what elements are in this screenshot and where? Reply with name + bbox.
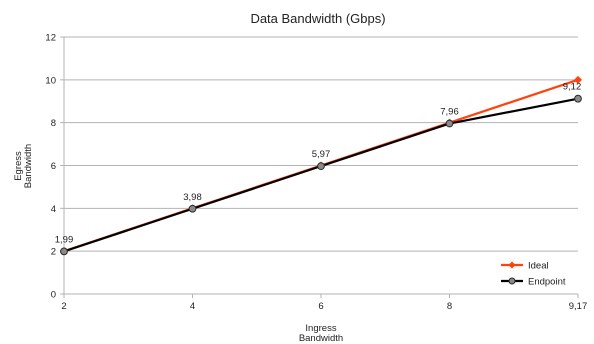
data-point-endpoint bbox=[574, 94, 582, 103]
y-axis-label-line: Bandwidth bbox=[23, 144, 34, 188]
data-label: 9,12 bbox=[563, 82, 582, 93]
y-axis-label: Egress Bandwidth bbox=[13, 144, 34, 188]
series-line-endpoint bbox=[63, 97, 579, 253]
y-axis-label-line: Egress bbox=[13, 151, 24, 181]
data-label: 3,98 bbox=[183, 192, 202, 203]
data-point-ideal bbox=[574, 75, 582, 84]
gridlines bbox=[64, 36, 578, 252]
x-tick-labels: 2 4 6 8 9,17 bbox=[61, 301, 587, 312]
data-point-endpoint bbox=[60, 247, 68, 256]
y-tick-label: 2 bbox=[51, 247, 56, 258]
x-tick-label: 6 bbox=[318, 301, 323, 312]
x-tick-label: 2 bbox=[61, 301, 66, 312]
x-tick-label: 4 bbox=[190, 301, 195, 312]
data-label: 1,99 bbox=[55, 234, 74, 245]
y-tick-label: 10 bbox=[45, 75, 56, 86]
y-tick-labels: 0 2 4 6 8 10 12 bbox=[45, 33, 56, 301]
y-tick-label: 0 bbox=[51, 290, 56, 301]
series bbox=[60, 75, 582, 256]
y-tick-label: 4 bbox=[51, 204, 56, 215]
x-tick-label: 8 bbox=[447, 301, 452, 312]
y-tick-label: 8 bbox=[51, 118, 56, 129]
x-axis-label-line: Ingress bbox=[305, 323, 336, 334]
legend-label: Ideal bbox=[528, 261, 549, 272]
legend-label: Endpoint bbox=[528, 277, 566, 288]
y-tick-label: 6 bbox=[51, 161, 56, 172]
legend: Ideal Endpoint bbox=[501, 261, 566, 288]
x-tick-label: 9,17 bbox=[569, 301, 588, 312]
legend-marker-endpoint bbox=[508, 277, 516, 285]
data-labels: 1,99 3,98 5,97 7,96 9,12 bbox=[55, 82, 582, 246]
data-label: 7,96 bbox=[440, 107, 459, 118]
x-axis-label-line: Bandwidth bbox=[299, 333, 343, 344]
chart-title: Data Bandwidth (Gbps) bbox=[250, 11, 385, 26]
legend-marker-ideal bbox=[508, 261, 516, 269]
data-label: 5,97 bbox=[312, 149, 331, 160]
y-tick-label: 12 bbox=[45, 33, 56, 44]
data-point-endpoint bbox=[188, 204, 197, 213]
data-point-endpoint bbox=[445, 119, 454, 128]
data-point-endpoint bbox=[317, 162, 325, 171]
